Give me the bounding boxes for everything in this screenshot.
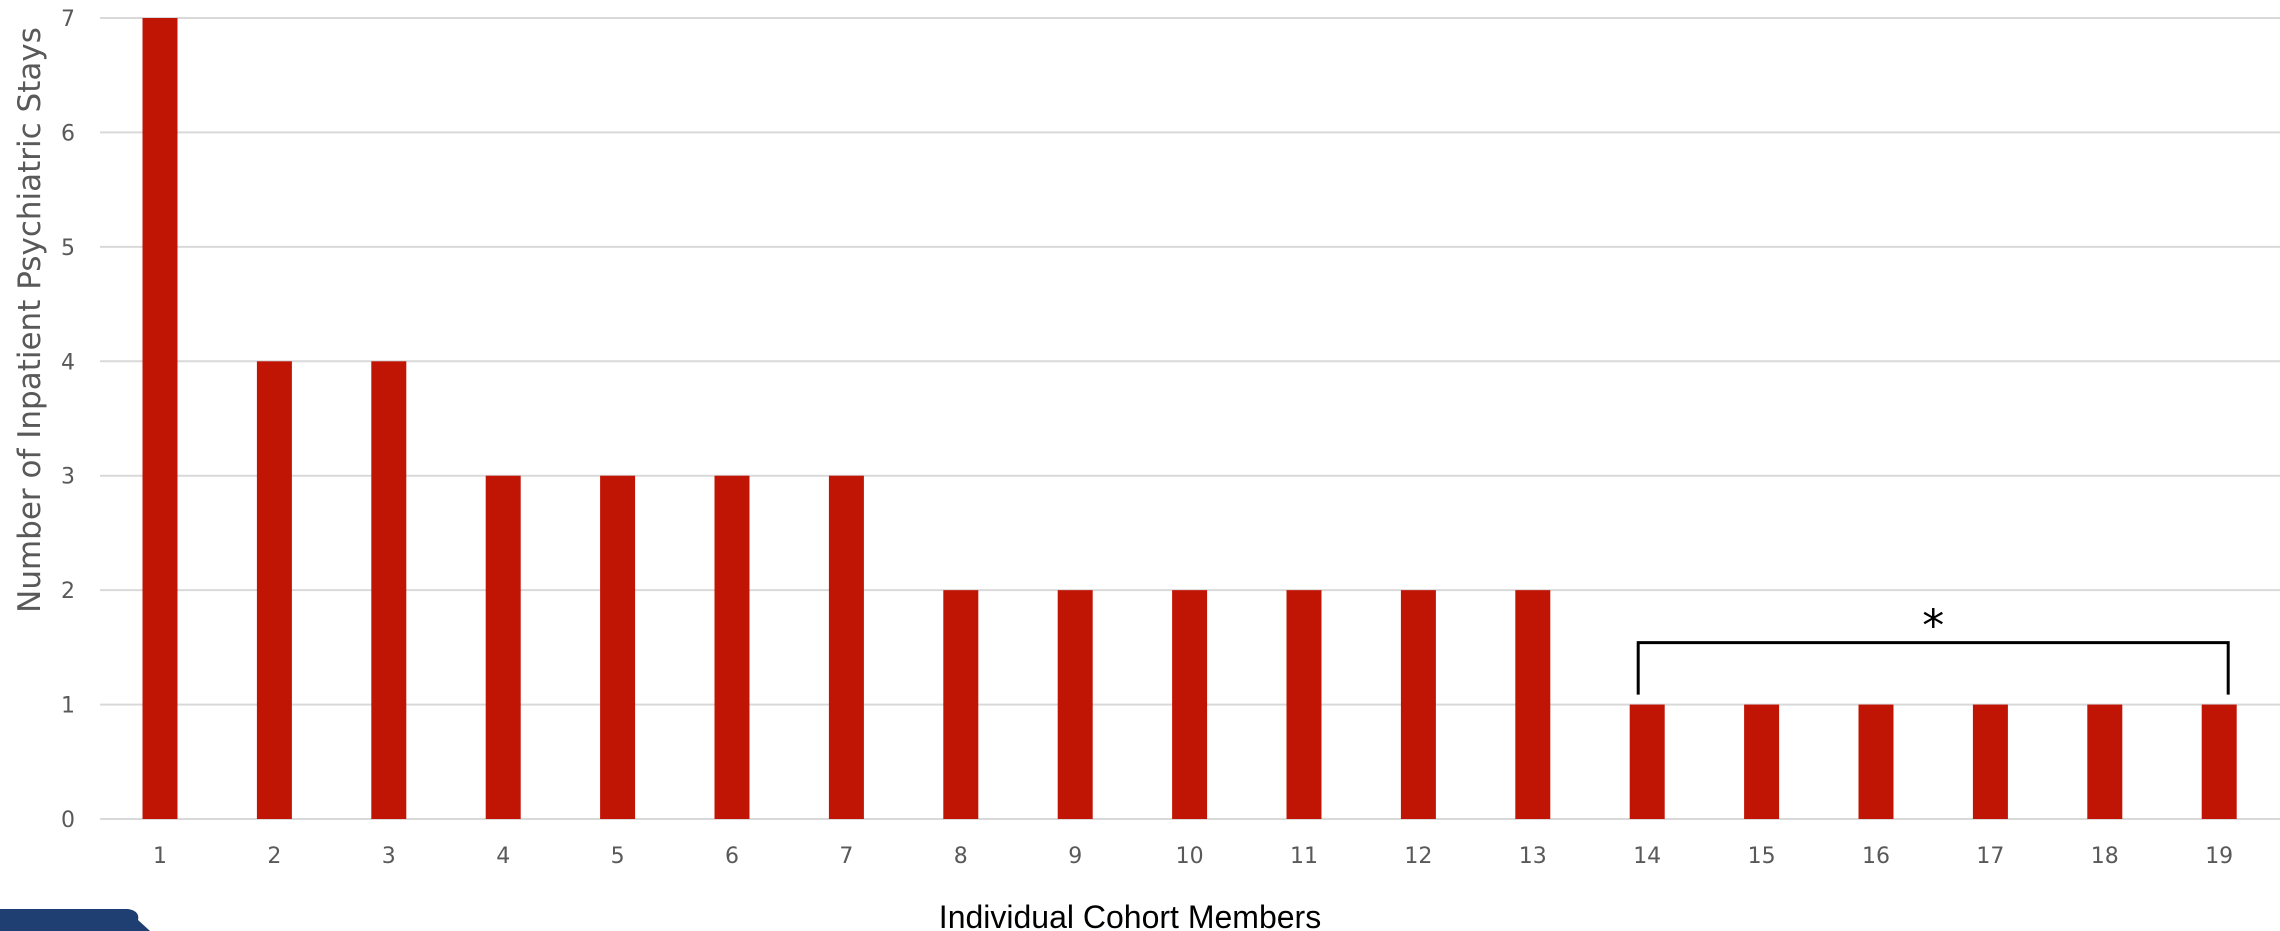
x-tick-labels: 1 2 3 4 5 6 7 8 9 10 11 12 13 14 15 16 17 18 19 — [153, 844, 2233, 869]
y-tick-label: 0 — [61, 808, 75, 833]
x-tick-label: 3 — [382, 844, 396, 869]
x-tick-label: 2 — [267, 844, 281, 869]
x-tick-label: 7 — [839, 844, 853, 869]
x-axis-label: Individual Cohort Members — [939, 899, 1321, 931]
bar — [2201, 704, 2237, 819]
x-tick-label: 8 — [954, 844, 968, 869]
bar — [485, 475, 521, 819]
x-tick-label: 14 — [1633, 844, 1661, 869]
bars — [142, 18, 2237, 819]
logo-mark — [0, 909, 150, 931]
bar — [1629, 704, 1665, 819]
bar — [1057, 590, 1093, 819]
x-tick-label: 9 — [1068, 844, 1082, 869]
significance-bracket — [1636, 641, 2230, 695]
x-tick-label: 15 — [1748, 844, 1776, 869]
logo-shape — [0, 909, 150, 931]
bar — [1400, 590, 1436, 819]
bar — [142, 18, 178, 819]
bar — [1858, 704, 1894, 819]
bar — [2087, 704, 2123, 819]
y-tick-label: 3 — [61, 465, 75, 490]
bar — [256, 361, 292, 819]
bar — [1515, 590, 1551, 819]
y-tick-labels: 0 1 2 3 4 5 6 7 — [61, 7, 75, 833]
x-tick-label: 5 — [611, 844, 625, 869]
bar — [1172, 590, 1208, 819]
y-tick-label: 7 — [61, 7, 75, 32]
bar — [600, 475, 636, 819]
y-tick-label: 4 — [61, 350, 75, 375]
bar — [828, 475, 864, 819]
significance-annotation: * — [1636, 601, 2230, 695]
x-tick-label: 17 — [1976, 844, 2004, 869]
x-tick-label: 11 — [1290, 844, 1318, 869]
significance-star: * — [1922, 601, 1944, 652]
bar — [1744, 704, 1780, 819]
y-tick-label: 1 — [61, 694, 75, 719]
x-tick-label: 16 — [1862, 844, 1890, 869]
x-tick-label: 10 — [1176, 844, 1204, 869]
bar — [371, 361, 407, 819]
x-tick-label: 4 — [496, 844, 510, 869]
y-tick-label: 2 — [61, 579, 75, 604]
x-tick-label: 6 — [725, 844, 739, 869]
bar — [1286, 590, 1322, 819]
bar — [1972, 704, 2008, 819]
x-tick-label: 1 — [153, 844, 167, 869]
y-tick-label: 5 — [61, 236, 75, 261]
x-tick-label: 12 — [1404, 844, 1432, 869]
y-axis-label: Number of Inpatient Psychiatric Stays — [12, 27, 48, 613]
x-tick-label: 19 — [2205, 844, 2233, 869]
bar — [714, 475, 750, 819]
x-tick-label: 18 — [2091, 844, 2119, 869]
x-tick-label: 13 — [1519, 844, 1547, 869]
y-tick-label: 6 — [61, 121, 75, 146]
bar — [943, 590, 979, 819]
